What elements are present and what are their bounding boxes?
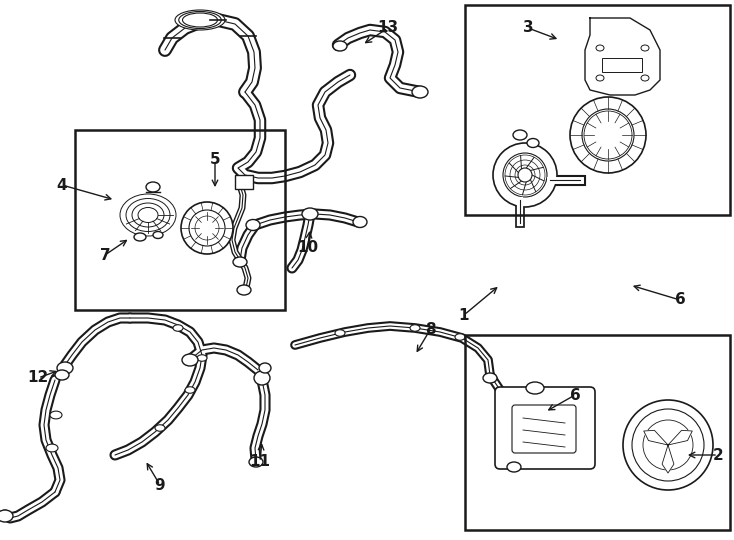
Ellipse shape xyxy=(641,45,649,51)
FancyBboxPatch shape xyxy=(512,405,576,453)
Ellipse shape xyxy=(57,362,73,374)
Ellipse shape xyxy=(179,11,221,29)
Ellipse shape xyxy=(0,510,13,522)
Text: 4: 4 xyxy=(57,178,68,192)
Text: 9: 9 xyxy=(155,477,165,492)
Ellipse shape xyxy=(302,208,318,220)
Polygon shape xyxy=(585,18,660,95)
Bar xyxy=(75,130,285,310)
Ellipse shape xyxy=(527,138,539,147)
Ellipse shape xyxy=(518,168,532,182)
Text: 8: 8 xyxy=(425,322,435,338)
Ellipse shape xyxy=(185,387,195,393)
Ellipse shape xyxy=(513,130,527,140)
Ellipse shape xyxy=(246,219,260,231)
Ellipse shape xyxy=(195,216,219,240)
Ellipse shape xyxy=(182,354,198,366)
Ellipse shape xyxy=(333,41,347,51)
Text: 6: 6 xyxy=(570,388,581,402)
Ellipse shape xyxy=(197,355,207,361)
Bar xyxy=(465,5,730,215)
Text: 2: 2 xyxy=(713,448,724,462)
Ellipse shape xyxy=(582,109,634,161)
Bar xyxy=(602,58,642,72)
Ellipse shape xyxy=(632,409,704,481)
Ellipse shape xyxy=(153,232,163,239)
Ellipse shape xyxy=(503,153,547,197)
Ellipse shape xyxy=(455,334,465,340)
Ellipse shape xyxy=(526,382,544,394)
Ellipse shape xyxy=(643,420,693,470)
Ellipse shape xyxy=(412,86,428,98)
Ellipse shape xyxy=(259,363,271,373)
Ellipse shape xyxy=(335,330,345,336)
Ellipse shape xyxy=(641,75,649,81)
Ellipse shape xyxy=(126,199,170,232)
Ellipse shape xyxy=(483,373,497,383)
Ellipse shape xyxy=(189,210,225,246)
Ellipse shape xyxy=(138,207,158,222)
Bar xyxy=(465,335,730,530)
Text: 6: 6 xyxy=(675,293,686,307)
Ellipse shape xyxy=(596,45,604,51)
Ellipse shape xyxy=(233,257,247,267)
Ellipse shape xyxy=(584,111,632,159)
Ellipse shape xyxy=(50,411,62,419)
Ellipse shape xyxy=(493,143,557,207)
Polygon shape xyxy=(662,445,674,473)
Ellipse shape xyxy=(410,325,420,331)
Ellipse shape xyxy=(173,325,183,331)
Ellipse shape xyxy=(134,233,146,241)
Ellipse shape xyxy=(510,160,540,190)
Ellipse shape xyxy=(254,371,270,385)
Ellipse shape xyxy=(515,165,535,185)
Text: 3: 3 xyxy=(523,21,534,36)
Ellipse shape xyxy=(237,285,251,295)
Ellipse shape xyxy=(505,155,545,195)
Ellipse shape xyxy=(155,425,165,431)
Ellipse shape xyxy=(181,202,233,254)
Text: 13: 13 xyxy=(377,21,399,36)
Bar xyxy=(235,175,253,189)
Ellipse shape xyxy=(570,97,646,173)
Ellipse shape xyxy=(120,194,176,236)
Text: 10: 10 xyxy=(297,240,319,255)
Ellipse shape xyxy=(353,217,367,227)
Ellipse shape xyxy=(46,444,58,452)
FancyBboxPatch shape xyxy=(495,387,595,469)
Ellipse shape xyxy=(249,457,263,467)
Polygon shape xyxy=(644,430,668,445)
Ellipse shape xyxy=(507,462,521,472)
Ellipse shape xyxy=(175,10,225,30)
Text: 5: 5 xyxy=(210,152,220,167)
Text: 12: 12 xyxy=(27,370,48,386)
Polygon shape xyxy=(668,430,692,445)
Ellipse shape xyxy=(623,400,713,490)
Text: 11: 11 xyxy=(250,455,271,469)
Ellipse shape xyxy=(55,370,69,380)
Ellipse shape xyxy=(596,75,604,81)
Ellipse shape xyxy=(500,150,550,200)
Ellipse shape xyxy=(146,182,160,192)
Ellipse shape xyxy=(132,203,164,227)
Ellipse shape xyxy=(183,13,217,27)
Text: 7: 7 xyxy=(100,247,110,262)
Text: 1: 1 xyxy=(459,307,469,322)
